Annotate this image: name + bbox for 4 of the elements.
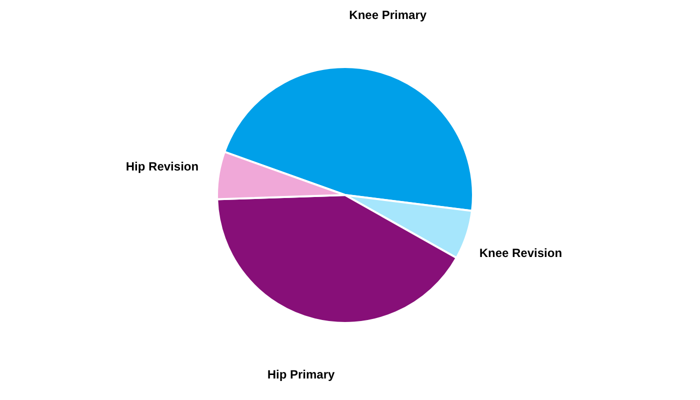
slice-label: Knee Primary [349, 8, 427, 22]
slice-label: Hip Revision [126, 159, 199, 174]
slice-label: Hip Primary [267, 368, 336, 382]
slice-label: Knee Revision [479, 246, 562, 260]
